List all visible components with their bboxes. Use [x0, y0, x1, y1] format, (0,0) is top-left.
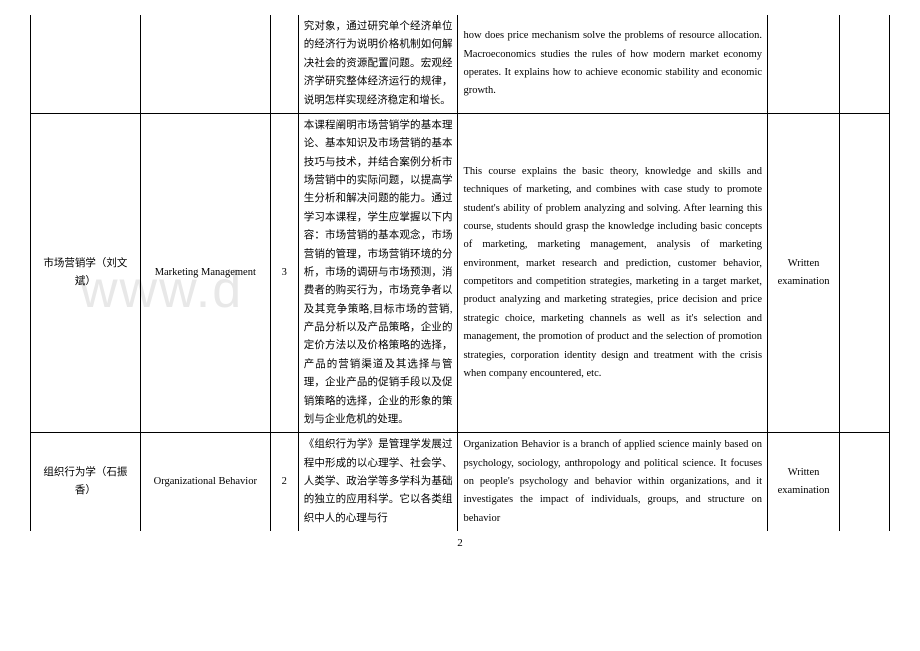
table-row: 究对象，通过研究单个经济单位的经济行为说明价格机制如何解决社会的资源配置问题。宏… — [31, 15, 890, 113]
exam-type-cell — [768, 15, 840, 113]
exam-type-cell: Written examination — [768, 113, 840, 432]
course-name-en-cell: Marketing Management — [140, 113, 270, 432]
extra-cell — [840, 113, 890, 432]
page-number: 2 — [30, 537, 890, 549]
course-name-cn-cell: 市场营销学（刘文斌） — [31, 113, 141, 432]
course-name-en-cell — [140, 15, 270, 113]
credits-cell — [270, 15, 298, 113]
credits-cell: 2 — [270, 433, 298, 531]
description-cn-cell: 究对象，通过研究单个经济单位的经济行为说明价格机制如何解决社会的资源配置问题。宏… — [298, 15, 458, 113]
table-row: 市场营销学（刘文斌） Marketing Management 3 本课程阐明市… — [31, 113, 890, 432]
description-en-cell: This course explains the basic theory, k… — [458, 113, 768, 432]
extra-cell — [840, 433, 890, 531]
description-en-cell: how does price mechanism solve the probl… — [458, 15, 768, 113]
course-name-en-cell: Organizational Behavior — [140, 433, 270, 531]
course-name-cn-cell — [31, 15, 141, 113]
extra-cell — [840, 15, 890, 113]
description-en-cell: Organization Behavior is a branch of app… — [458, 433, 768, 531]
table-row: 组织行为学（石振香） Organizational Behavior 2 《组织… — [31, 433, 890, 531]
course-table: 究对象，通过研究单个经济单位的经济行为说明价格机制如何解决社会的资源配置问题。宏… — [30, 15, 890, 531]
exam-type-cell: Written examination — [768, 433, 840, 531]
course-name-cn-cell: 组织行为学（石振香） — [31, 433, 141, 531]
description-cn-cell: 本课程阐明市场营销学的基本理论、基本知识及市场营销的基本技巧与技术，并结合案例分… — [298, 113, 458, 432]
description-cn-cell: 《组织行为学》是管理学发展过程中形成的以心理学、社会学、人类学、政治学等多学科为… — [298, 433, 458, 531]
credits-cell: 3 — [270, 113, 298, 432]
